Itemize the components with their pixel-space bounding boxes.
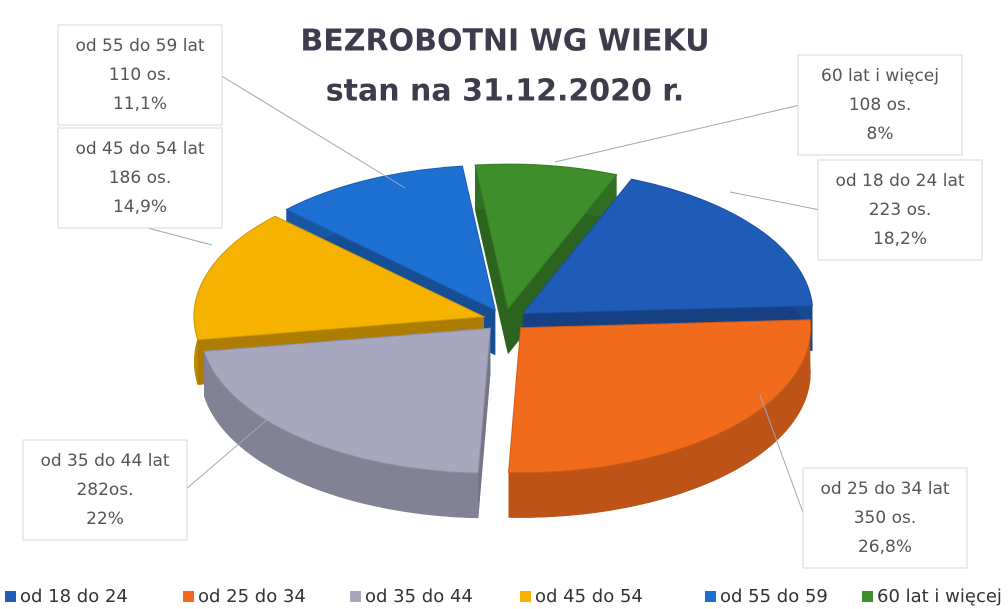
label-box: [57, 127, 223, 229]
slice: [203, 327, 491, 474]
count-label: 282os.: [76, 480, 133, 500]
slice: [193, 215, 486, 341]
slice: [285, 165, 496, 312]
value-label: 8%: [867, 124, 894, 144]
legend-label: 60 lat i więcej: [877, 586, 1002, 607]
slice-label: od 45 do 54 lat: [75, 139, 204, 159]
label-box: [817, 159, 983, 261]
count-label: 110 os.: [109, 65, 172, 85]
count-label: 108 os.: [849, 95, 912, 115]
legend-label: od 35 do 44: [365, 586, 473, 607]
value-label: 26,8%: [858, 537, 912, 557]
slice-label: od 35 do 44 lat: [40, 451, 169, 471]
leader-line: [184, 399, 291, 491]
slice-label: od 25 do 34 lat: [820, 479, 949, 499]
count-label: 223 os.: [869, 200, 932, 220]
legend-label: od 25 do 34: [198, 586, 306, 607]
leader-line: [554, 104, 801, 163]
label-box: [22, 439, 188, 541]
leader-line: [139, 225, 213, 246]
chart-title: BEZROBOTNI WG WIEKU: [300, 24, 709, 59]
value-label: 11,1%: [113, 94, 167, 114]
leader-line: [729, 191, 821, 211]
label-box: [802, 467, 968, 569]
value-label: 22%: [86, 509, 124, 529]
value-label: 14,9%: [113, 197, 167, 217]
legend-label: od 55 do 59: [720, 586, 828, 607]
leader-line: [219, 74, 406, 189]
legend-swatch: [520, 591, 531, 602]
slice-side: [204, 351, 479, 519]
slice: [474, 163, 618, 311]
count-label: 350 os.: [854, 508, 917, 528]
slice: [521, 178, 814, 315]
chart-subtitle: stan na 31.12.2020 r.: [326, 74, 684, 109]
slice-label: 60 lat i więcej: [821, 66, 939, 86]
slice: [507, 319, 812, 474]
label-box: [57, 24, 223, 126]
value-label: 18,2%: [873, 229, 927, 249]
legend-label: od 45 do 54: [535, 586, 643, 607]
count-label: 186 os.: [109, 168, 172, 188]
legend-swatch: [705, 591, 716, 602]
slice-label: od 55 do 59 lat: [75, 36, 204, 56]
legend-swatch: [862, 591, 873, 602]
label-box: [797, 54, 963, 156]
legend-swatch: [350, 591, 361, 602]
slice-wall: [475, 165, 508, 355]
legend-swatch: [183, 591, 194, 602]
legend-label: od 18 do 24: [20, 586, 128, 607]
leader-line: [759, 394, 806, 519]
slice-label: od 18 do 24 lat: [835, 171, 964, 191]
slice-wall: [478, 328, 491, 519]
pie: [193, 163, 814, 519]
slice-side: [508, 319, 811, 518]
legend-swatch: [5, 591, 16, 602]
